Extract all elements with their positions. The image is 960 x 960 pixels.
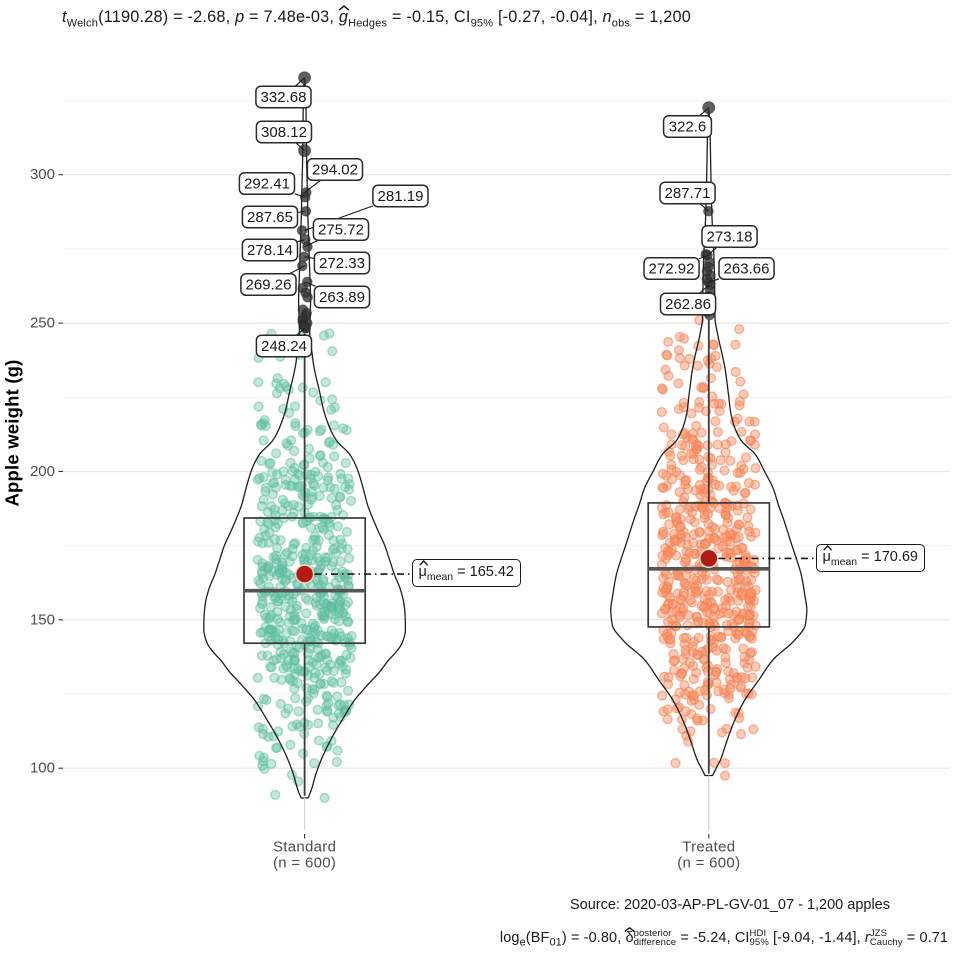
svg-text:150: 150 bbox=[30, 611, 55, 628]
svg-text:Standard: Standard bbox=[273, 839, 336, 856]
svg-text:275.72: 275.72 bbox=[318, 222, 364, 239]
svg-text:263.89: 263.89 bbox=[319, 289, 365, 306]
svg-text:248.24: 248.24 bbox=[261, 338, 307, 355]
svg-text:100: 100 bbox=[30, 760, 55, 777]
svg-text:Apple weight (g): Apple weight (g) bbox=[2, 359, 23, 506]
svg-text:263.66: 263.66 bbox=[724, 261, 770, 278]
svg-text:273.18: 273.18 bbox=[707, 229, 753, 246]
svg-text:287.71: 287.71 bbox=[665, 185, 711, 202]
svg-text:(n = 600): (n = 600) bbox=[677, 855, 740, 872]
svg-text:200: 200 bbox=[30, 463, 55, 480]
svg-text:(n = 600): (n = 600) bbox=[273, 855, 336, 872]
svg-text:292.41: 292.41 bbox=[244, 176, 290, 193]
svg-text:278.14: 278.14 bbox=[247, 242, 293, 259]
svg-text:294.02: 294.02 bbox=[312, 162, 358, 179]
svg-text:281.19: 281.19 bbox=[378, 188, 424, 205]
svg-text:332.68: 332.68 bbox=[261, 89, 307, 106]
svg-text:272.92: 272.92 bbox=[649, 261, 695, 278]
svg-text:262.86: 262.86 bbox=[665, 296, 711, 313]
svg-text:300: 300 bbox=[30, 166, 55, 183]
svg-text:250: 250 bbox=[30, 315, 55, 332]
svg-text:Treated: Treated bbox=[682, 839, 735, 856]
svg-text:272.33: 272.33 bbox=[319, 255, 365, 272]
svg-text:269.26: 269.26 bbox=[246, 277, 292, 294]
svg-text:322.6: 322.6 bbox=[669, 119, 707, 136]
svg-text:287.65: 287.65 bbox=[247, 209, 293, 226]
svg-text:308.12: 308.12 bbox=[261, 124, 307, 141]
